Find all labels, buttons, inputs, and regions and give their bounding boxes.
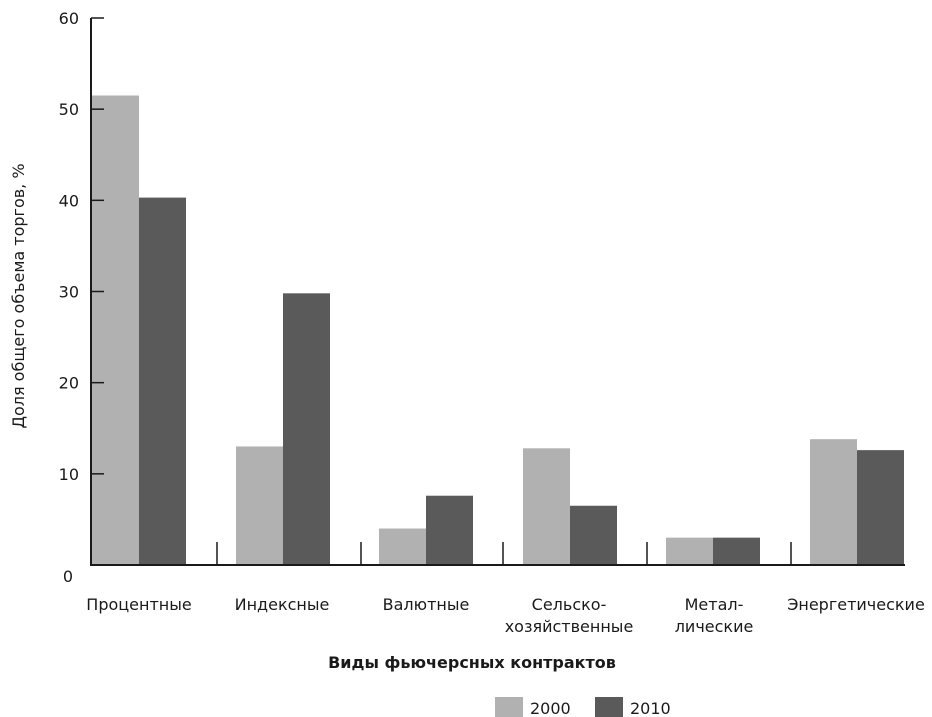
bar-2010-6 bbox=[857, 450, 904, 565]
y-tick-label-60: 60 bbox=[59, 9, 79, 28]
bar-2010-2 bbox=[283, 293, 330, 565]
category-label-2: Индексные bbox=[235, 595, 330, 614]
legend: 2000 2010 bbox=[495, 697, 671, 717]
bar-2000-4 bbox=[523, 448, 570, 565]
y-tick-label-30: 30 bbox=[59, 283, 79, 302]
bar-2000-6 bbox=[810, 439, 857, 565]
legend-label-2000: 2000 bbox=[530, 699, 571, 717]
y-tick-label-50: 50 bbox=[59, 100, 79, 119]
y-tick-label-40: 40 bbox=[59, 191, 79, 210]
bar-2000-1 bbox=[92, 95, 139, 565]
category-label-line: Индексные bbox=[235, 595, 330, 614]
category-label-6: Энергетические bbox=[787, 595, 925, 614]
bar-2000-3 bbox=[379, 528, 426, 565]
y-tick-label-10: 10 bbox=[59, 465, 79, 484]
category-labels-layer: Процентные Индексные Валютные Сельско-хозяй… bbox=[86, 595, 925, 636]
bar-2010-1 bbox=[139, 197, 186, 565]
x-axis-title: Виды фьючерсных контрактов bbox=[328, 653, 616, 672]
bar-2010-4 bbox=[570, 505, 617, 565]
legend-label-2010: 2010 bbox=[630, 699, 671, 717]
category-label-1: Процентные bbox=[86, 595, 191, 614]
y-tick-label-20: 20 bbox=[59, 374, 79, 393]
bar-2000-5 bbox=[666, 537, 713, 565]
category-label-4: Сельско-хозяйственные bbox=[505, 595, 634, 636]
legend-swatch-2010 bbox=[595, 697, 623, 717]
bar-2000-2 bbox=[236, 446, 283, 565]
bar-2010-3 bbox=[426, 495, 473, 565]
y-axis-title: Доля общего объема торгов, % bbox=[9, 163, 28, 428]
category-label-line: лические bbox=[675, 617, 754, 636]
y-tick-label-0: 0 bbox=[63, 567, 73, 586]
y-ticks-layer: 0 10 20 30 40 50 60 bbox=[59, 9, 104, 586]
category-label-line: Энергетические bbox=[787, 595, 925, 614]
category-label-line: хозяйственные bbox=[505, 617, 634, 636]
bar-2010-5 bbox=[713, 537, 760, 565]
category-label-line: Метал- bbox=[685, 595, 744, 614]
category-label-line: Процентные bbox=[86, 595, 191, 614]
axes-layer bbox=[90, 18, 905, 566]
category-label-5: Метал-лические bbox=[675, 595, 754, 636]
category-label-line: Сельско- bbox=[532, 595, 607, 614]
bars-layer bbox=[92, 95, 904, 565]
category-label-3: Валютные bbox=[383, 595, 470, 614]
category-label-line: Валютные bbox=[383, 595, 470, 614]
legend-swatch-2000 bbox=[495, 697, 523, 717]
